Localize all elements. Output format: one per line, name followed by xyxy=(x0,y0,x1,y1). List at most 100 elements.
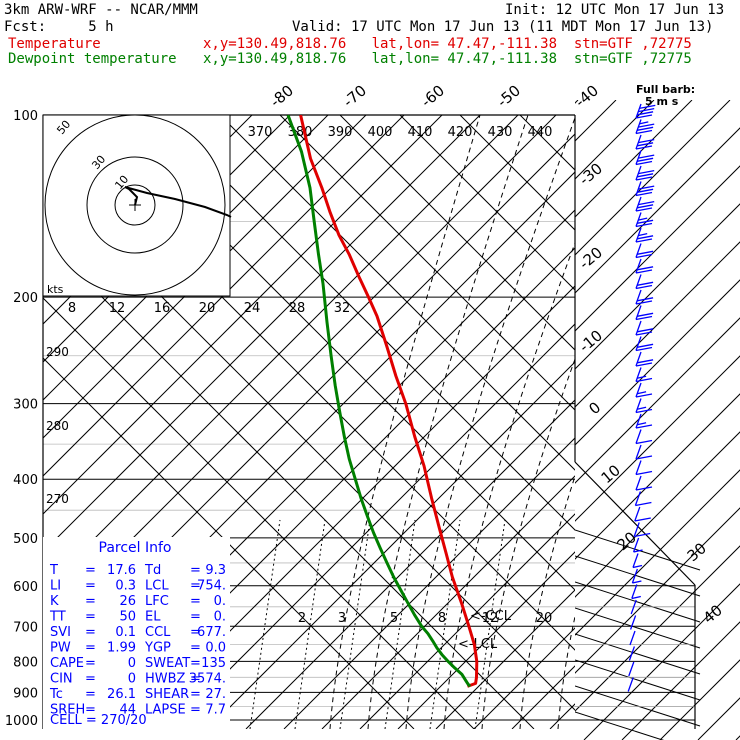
isotherm-line xyxy=(511,665,575,729)
wind-barb-flag xyxy=(635,331,653,336)
wind-barb-flag xyxy=(635,408,653,414)
wind-barb xyxy=(635,150,655,166)
wind-barb-flag xyxy=(635,269,653,274)
wind-barb-flag xyxy=(636,126,654,131)
wind-barb-flag xyxy=(635,129,653,135)
wind-barb-flag xyxy=(636,219,654,224)
isotherm-line-ext xyxy=(575,127,740,294)
isotherm-label-top: -60 xyxy=(418,81,448,111)
dry-adiabat-line xyxy=(219,115,575,471)
wind-barb-half xyxy=(638,232,648,237)
parcel-value: 17.6 xyxy=(107,563,136,578)
wind-barb-flag xyxy=(638,185,655,190)
parcel-cell: CELL = 270/20 xyxy=(50,713,147,728)
right-diagonal xyxy=(574,461,696,586)
wind-barb xyxy=(635,367,653,383)
wind-barb-flag xyxy=(638,123,655,128)
wind-barb xyxy=(629,615,637,630)
parcel-eq: = xyxy=(190,687,201,702)
wind-barb-flag xyxy=(635,346,653,352)
parcel-value: 754. xyxy=(197,579,226,594)
wind-barb xyxy=(635,227,654,243)
parcel-eq: = xyxy=(85,625,96,640)
isotherm-line-ext xyxy=(575,165,740,332)
isotherm-label-right: -20 xyxy=(576,243,606,273)
wind-barb xyxy=(632,553,643,569)
wind-barb xyxy=(627,677,634,692)
lcl-annotation: <-LCL xyxy=(458,637,498,652)
wind-barb xyxy=(635,212,654,228)
parcel-label: CCL xyxy=(145,625,171,640)
model-title: 3km ARW-WRF -- NCAR/MMM xyxy=(4,2,198,18)
hodograph-ring xyxy=(44,114,226,296)
parcel-value: 0 xyxy=(128,672,136,687)
isotherm-label-top: -40 xyxy=(572,81,602,111)
wind-barb-flag xyxy=(636,312,654,317)
pressure-tick-label: 1000 xyxy=(5,714,38,729)
dewpoint-profile xyxy=(286,115,472,688)
mixing-ratio-label: 2 xyxy=(298,611,306,626)
wind-barb-half xyxy=(636,422,647,426)
wind-barb-flag xyxy=(638,200,655,206)
wind-barb-staff xyxy=(635,289,642,305)
wind-barb xyxy=(634,491,652,507)
parcel-value: 0. xyxy=(214,594,226,609)
pressure-tick-label: 700 xyxy=(13,620,38,635)
dry-adiabat-line xyxy=(700,115,740,729)
isotherm-line xyxy=(43,115,481,553)
wind-barb xyxy=(635,305,654,321)
wind-barb-flag xyxy=(638,107,655,113)
mixing-ratio-label: 12 xyxy=(482,611,499,626)
parcel-eq: = xyxy=(85,563,96,578)
parcel-eq: = xyxy=(85,610,96,625)
forecast-hour: Fcst: 5 h xyxy=(4,19,114,35)
wind-barb-staff xyxy=(635,444,642,460)
wind-barb-flag xyxy=(635,300,653,305)
wind-barb-half xyxy=(636,375,647,379)
parcel-label: HWBZ xyxy=(145,672,186,687)
parcel-value: 9.3 xyxy=(205,563,226,578)
init-time: Init: 12 UTC Mon 17 Jun 13 xyxy=(505,2,725,18)
isotherm-label-top: -80 xyxy=(267,81,297,111)
mixing-ratio-label: 20 xyxy=(536,611,553,626)
wind-barb-staff xyxy=(632,537,640,553)
wind-barb-staff xyxy=(635,274,642,289)
wind-barb xyxy=(635,289,654,305)
theta-e-label: 390 xyxy=(328,125,353,140)
parcel-eq: = xyxy=(190,579,201,594)
parcel-eq: = xyxy=(190,610,201,625)
parcel-value: 0. xyxy=(214,610,226,625)
wind-barb-flag xyxy=(635,284,653,290)
wind-barb-flag xyxy=(636,111,654,116)
wind-barb-staff xyxy=(635,382,642,398)
hodograph-speed-label: 8 xyxy=(68,301,76,316)
right-panel-line xyxy=(575,607,701,649)
wind-barb-flag xyxy=(635,377,653,383)
mixing-ratio-label: 8 xyxy=(438,611,446,626)
theta-e-label: 370 xyxy=(248,125,273,140)
wind-barb-staff xyxy=(631,584,638,599)
wind-barb xyxy=(635,429,653,445)
dry-adiabat-line xyxy=(159,115,575,531)
wind-barb-staff xyxy=(635,320,642,336)
right-panel-line xyxy=(575,659,701,701)
isotherm-label-right: 30 xyxy=(684,539,710,565)
hodograph-trace xyxy=(124,186,232,218)
wind-barb xyxy=(635,119,655,135)
wind-barb-flag xyxy=(635,238,653,243)
wind-barb xyxy=(632,537,643,553)
wind-barb-flag xyxy=(639,104,656,110)
right-panel-line xyxy=(575,581,701,623)
parcel-label: CIN xyxy=(50,672,73,687)
parcel-eq: = xyxy=(85,594,96,609)
wind-barb xyxy=(635,274,654,290)
barb-speed-label: 5 m s xyxy=(645,95,679,108)
wind-barb-half xyxy=(632,580,642,584)
wind-barb-staff xyxy=(635,398,642,413)
wind-barb xyxy=(631,568,642,584)
wind-barb-flag xyxy=(635,455,653,460)
isotherm-line-ext xyxy=(735,735,740,740)
parcel-label: K xyxy=(50,594,59,609)
